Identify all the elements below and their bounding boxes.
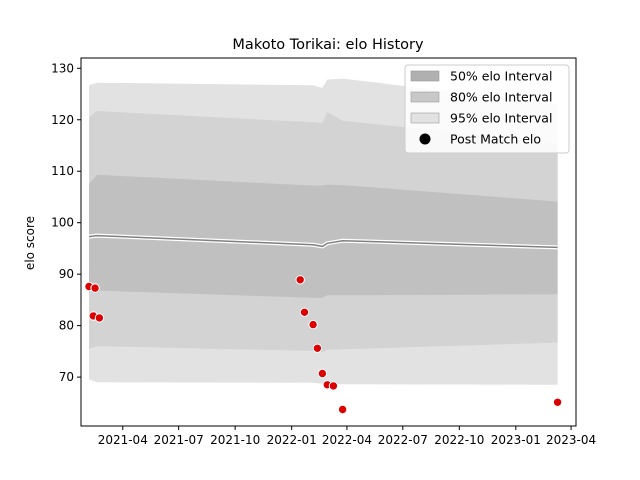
x-tick-label: 2023-01 [491, 433, 541, 447]
legend-swatch [410, 112, 440, 124]
chart-title: Makoto Torikai: elo History [232, 37, 424, 53]
post-match-point [312, 343, 323, 353]
legend-label: 80% elo Interval [450, 90, 552, 105]
x-tick-label: 2022-01 [267, 433, 317, 447]
y-tick-label: 90 [59, 267, 74, 281]
post-match-point [299, 307, 310, 317]
band-50-elo-interval [89, 174, 558, 298]
legend-swatch [410, 91, 440, 103]
y-tick-label: 110 [51, 164, 74, 178]
x-tick-label: 2021-07 [154, 433, 204, 447]
mean-line [88, 234, 558, 249]
y-tick-label: 120 [51, 113, 74, 127]
post-match-point [90, 283, 100, 293]
y-tick-label: 80 [59, 319, 74, 333]
legend-marker [419, 133, 431, 145]
x-tick-label: 2023-04 [546, 433, 596, 447]
interval-bands [89, 78, 558, 385]
post-match-point [317, 368, 328, 379]
y-axis-title: elo score [23, 216, 37, 270]
post-match-point [295, 275, 305, 285]
legend-label: Post Match elo [450, 132, 541, 147]
mean-elo-line [88, 233, 558, 250]
post-match-point [308, 319, 318, 330]
y-tick-label: 130 [51, 61, 74, 75]
post-match-point [328, 381, 339, 391]
axes: 70 80 90 100 110 120 130 2021-04 2021-07 2021-10 2… [51, 57, 596, 447]
x-tick-label: 2022-10 [434, 433, 484, 447]
legend: 50% elo Interval 80% elo Interval 95% elo … [404, 64, 570, 154]
y-tick-label: 70 [59, 370, 74, 384]
legend-swatch [410, 70, 440, 82]
x-tick-label: 2021-10 [210, 433, 260, 447]
x-tick-label: 2021-04 [98, 433, 148, 447]
x-tick-label: 2022-07 [378, 433, 428, 447]
legend-label: 50% elo Interval [450, 69, 552, 84]
y-tick-label: 100 [51, 216, 74, 230]
post-match-point [552, 397, 563, 407]
plot-frame [80, 57, 577, 427]
post-match-point [94, 313, 105, 323]
legend-box [404, 64, 570, 154]
legend-label: 95% elo Interval [450, 111, 552, 126]
x-tick-label: 2022-04 [322, 433, 372, 447]
post-match-points [84, 275, 563, 415]
post-match-point [337, 404, 348, 415]
